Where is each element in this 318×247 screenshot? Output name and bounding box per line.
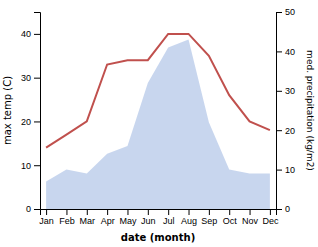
tick-mark: [34, 34, 40, 35]
tick-label: 30: [21, 73, 31, 83]
tick-mark: [276, 130, 282, 131]
tick-label: 20: [285, 126, 295, 136]
y-axis-title: max temp (C): [2, 76, 13, 145]
tick-label: May: [119, 216, 137, 226]
tick-label: Sep: [201, 216, 217, 226]
tick: 50: [276, 7, 295, 17]
x-axis: Jan Feb Mar Apr May Jun Jul Aug Sep Oct NovDec: [39, 209, 279, 226]
tick-mark: [107, 209, 108, 215]
temperature-line: [46, 34, 270, 148]
tick: Jan: [39, 209, 54, 226]
tick-label: 0: [285, 204, 290, 214]
tick-label: Feb: [59, 216, 75, 226]
tick: 30: [21, 73, 40, 83]
tick: 40: [276, 47, 295, 57]
tick: 0: [26, 204, 40, 214]
tick: 0: [276, 204, 290, 214]
tick-mark: [276, 51, 282, 52]
tick: Apr: [101, 209, 115, 226]
tick: 40: [21, 29, 40, 39]
tick: 10: [21, 161, 40, 171]
tick-mark: [276, 209, 282, 210]
tick-label: 20: [21, 117, 31, 127]
precipitation-area: [46, 40, 270, 209]
tick: Nov: [242, 209, 259, 226]
tick-mark: [276, 12, 282, 13]
axis-line: [34, 13, 41, 210]
tick-label: 30: [285, 86, 295, 96]
y-axis: 0 10 20 30 40: [21, 13, 41, 215]
tick-label: Jul: [163, 216, 175, 226]
tick: May: [119, 209, 137, 226]
tick: Jul: [163, 209, 175, 226]
marks: [46, 34, 270, 209]
tick-mark: [270, 209, 271, 215]
y2-axis: 0 10 20 30 40 50: [276, 7, 295, 214]
tick-label: Mar: [80, 216, 96, 226]
tick-mark: [148, 209, 149, 215]
tick-mark: [34, 121, 40, 122]
tick-mark: [168, 209, 169, 215]
tick-label: Jun: [141, 216, 156, 226]
tick: 20: [276, 126, 295, 136]
tick: Feb: [59, 209, 75, 226]
tick-mark: [127, 209, 128, 215]
tick: Dec: [262, 209, 279, 226]
tick-mark: [34, 78, 40, 79]
axis-line: [277, 13, 283, 210]
tick: Sep: [201, 209, 217, 226]
tick-label: 50: [285, 7, 295, 17]
tick-label: 10: [21, 161, 31, 171]
tick-label: 40: [21, 29, 31, 39]
tick-mark: [229, 209, 230, 215]
tick-label: 10: [285, 165, 295, 175]
tick-label: Apr: [101, 216, 115, 226]
tick-label: Oct: [223, 216, 238, 226]
tick-label: 40: [285, 47, 295, 57]
tick-label: Dec: [262, 216, 279, 226]
tick: Oct: [223, 209, 238, 226]
tick-mark: [250, 209, 251, 215]
chart: Jan Feb Mar Apr May Jun Jul Aug Sep Oct NovDec 0 10 2…: [0, 0, 318, 247]
tick: Aug: [181, 209, 197, 226]
tick-mark: [46, 209, 47, 215]
tick-mark: [189, 209, 190, 215]
tick-label: Aug: [181, 216, 197, 226]
tick-label: Nov: [242, 216, 259, 226]
tick: 30: [276, 86, 295, 96]
tick-mark: [276, 170, 282, 171]
x-axis-title: date (month): [121, 232, 195, 243]
y2-axis-title: med. precipitation (kg/m2): [305, 50, 315, 171]
tick: Jun: [141, 209, 156, 226]
tick-label: 0: [26, 204, 31, 214]
tick-mark: [209, 209, 210, 215]
plot-area: Jan Feb Mar Apr May Jun Jul Aug Sep Oct NovDec 0 10 2…: [21, 7, 295, 226]
tick-mark: [66, 209, 67, 215]
tick-mark: [34, 165, 40, 166]
axis-line: [41, 210, 277, 216]
tick: Mar: [80, 209, 96, 226]
tick-mark: [276, 91, 282, 92]
tick: 20: [21, 117, 40, 127]
tick-label: Jan: [39, 216, 54, 226]
tick-mark: [87, 209, 88, 215]
tick-mark: [34, 209, 40, 210]
tick: 10: [276, 165, 295, 175]
